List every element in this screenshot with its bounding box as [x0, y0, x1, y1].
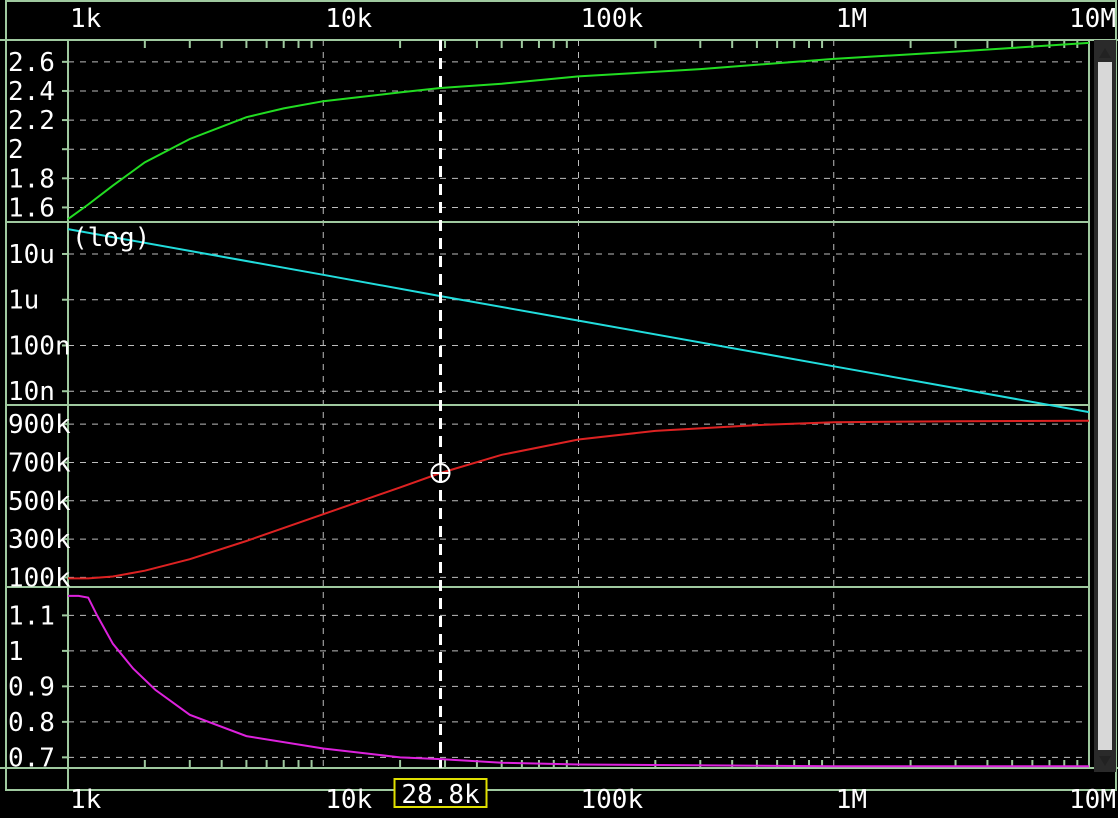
- panel-frames: [0, 0, 1118, 791]
- x-tick-label-top: 10k: [325, 4, 372, 34]
- y-tick-label: 2: [8, 135, 24, 165]
- y-tick-label: 1.6: [8, 193, 55, 223]
- cursor-value-label: 28.8k: [401, 780, 480, 810]
- y-tick-label: 10u: [8, 240, 55, 270]
- x-tick-label-bottom: 1k: [70, 785, 102, 815]
- scrollbar-thumb[interactable]: [1098, 62, 1112, 750]
- y-tick-label: 100n: [8, 331, 71, 361]
- log-scale-label: (log): [72, 223, 150, 253]
- y-tick-label: 700k: [8, 448, 71, 478]
- series-line-panel-1: [67, 41, 1090, 220]
- x-tick-label-top: 100k: [581, 4, 644, 34]
- series-layer: [67, 41, 1090, 768]
- y-tick-label: 0.8: [8, 708, 55, 738]
- y-tick-label: 500k: [8, 487, 71, 517]
- series-line-panel-4: [68, 594, 1089, 768]
- y-tick-label: 2.2: [8, 106, 55, 136]
- cursor[interactable]: 28.8k: [393, 40, 488, 810]
- x-tick-label-top: 10M: [1069, 4, 1116, 34]
- y-tick-label: 0.9: [8, 672, 55, 702]
- y-tick-label: 1.8: [8, 164, 55, 194]
- y-tick-label: 10n: [8, 377, 55, 407]
- y-tick-label: 1u: [8, 286, 39, 316]
- y-tick-label: 2.4: [8, 77, 55, 107]
- y-tick-label: 300k: [8, 525, 71, 555]
- y-tick-label: 1: [8, 637, 24, 667]
- cursor-value-box[interactable]: [393, 778, 488, 808]
- vertical-scrollbar[interactable]: [1094, 40, 1116, 772]
- x-tick-label-bottom: 10M: [1069, 785, 1116, 815]
- scroll-up-icon[interactable]: [1099, 48, 1111, 58]
- y-tick-label: 100k: [8, 563, 71, 593]
- series-line-panel-2: [67, 228, 1090, 414]
- y-tick-label: 900k: [8, 410, 71, 440]
- scroll-down-icon[interactable]: [1099, 756, 1111, 766]
- labels: 1k1k10k10k100k100k1M1M10M10M2.62.42.221.…: [8, 4, 1116, 815]
- x-tick-label-bottom: 10k: [325, 785, 372, 815]
- series-line-panel-3: [68, 419, 1090, 580]
- x-tick-label-bottom: 100k: [581, 785, 644, 815]
- x-tick-label-top: 1k: [70, 4, 102, 34]
- x-tick-label-bottom: 1M: [836, 785, 867, 815]
- y-tick-label: 2.6: [8, 48, 55, 78]
- x-tick-label-top: 1M: [836, 4, 867, 34]
- y-tick-label: 1.1: [8, 601, 55, 631]
- y-tick-label: 0.7: [8, 743, 55, 773]
